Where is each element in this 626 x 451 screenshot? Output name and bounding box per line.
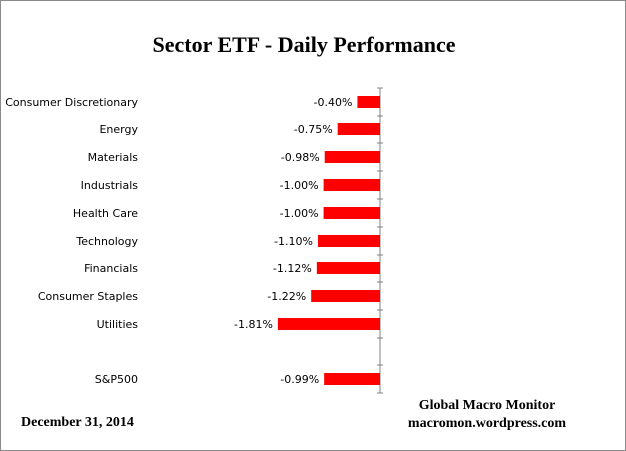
- bar: [357, 96, 380, 108]
- credit-line-2: macromon.wordpress.com: [407, 416, 567, 431]
- data-label: -0.40%: [314, 96, 353, 109]
- bar: [323, 207, 380, 219]
- category-label: S&P500: [95, 373, 138, 386]
- data-label: -1.81%: [234, 318, 273, 331]
- bar: [324, 151, 380, 163]
- category-label: Technology: [75, 235, 138, 248]
- bar: [324, 373, 380, 385]
- bar: [323, 179, 380, 191]
- chart-title: Sector ETF - Daily Performance: [152, 32, 456, 57]
- bar: [277, 318, 380, 330]
- category-label: Energy: [99, 123, 138, 136]
- bar: [317, 235, 380, 247]
- data-label: -0.75%: [294, 123, 333, 136]
- category-label: Utilities: [97, 318, 139, 331]
- bar: [316, 262, 380, 274]
- bar: [337, 123, 380, 135]
- data-label: -1.10%: [274, 235, 313, 248]
- data-label: -1.22%: [267, 290, 306, 303]
- data-label: -1.00%: [280, 179, 319, 192]
- data-label: -0.99%: [280, 373, 319, 386]
- data-label: -0.98%: [281, 151, 320, 164]
- credit-line-1: Global Macro Monitor: [418, 398, 556, 413]
- credit-block: Global Macro Monitor macromon.wordpress.…: [387, 397, 587, 433]
- category-label: Health Care: [73, 207, 138, 220]
- category-label: Consumer Discretionary: [5, 96, 138, 109]
- category-label: Consumer Staples: [38, 290, 138, 303]
- date-note: December 31, 2014: [21, 415, 134, 430]
- data-label: -1.00%: [280, 207, 319, 220]
- bar: [311, 290, 380, 302]
- data-label: -1.12%: [273, 262, 312, 275]
- category-label: Materials: [88, 151, 139, 164]
- category-label: Industrials: [81, 179, 139, 192]
- category-label: Financials: [84, 262, 138, 275]
